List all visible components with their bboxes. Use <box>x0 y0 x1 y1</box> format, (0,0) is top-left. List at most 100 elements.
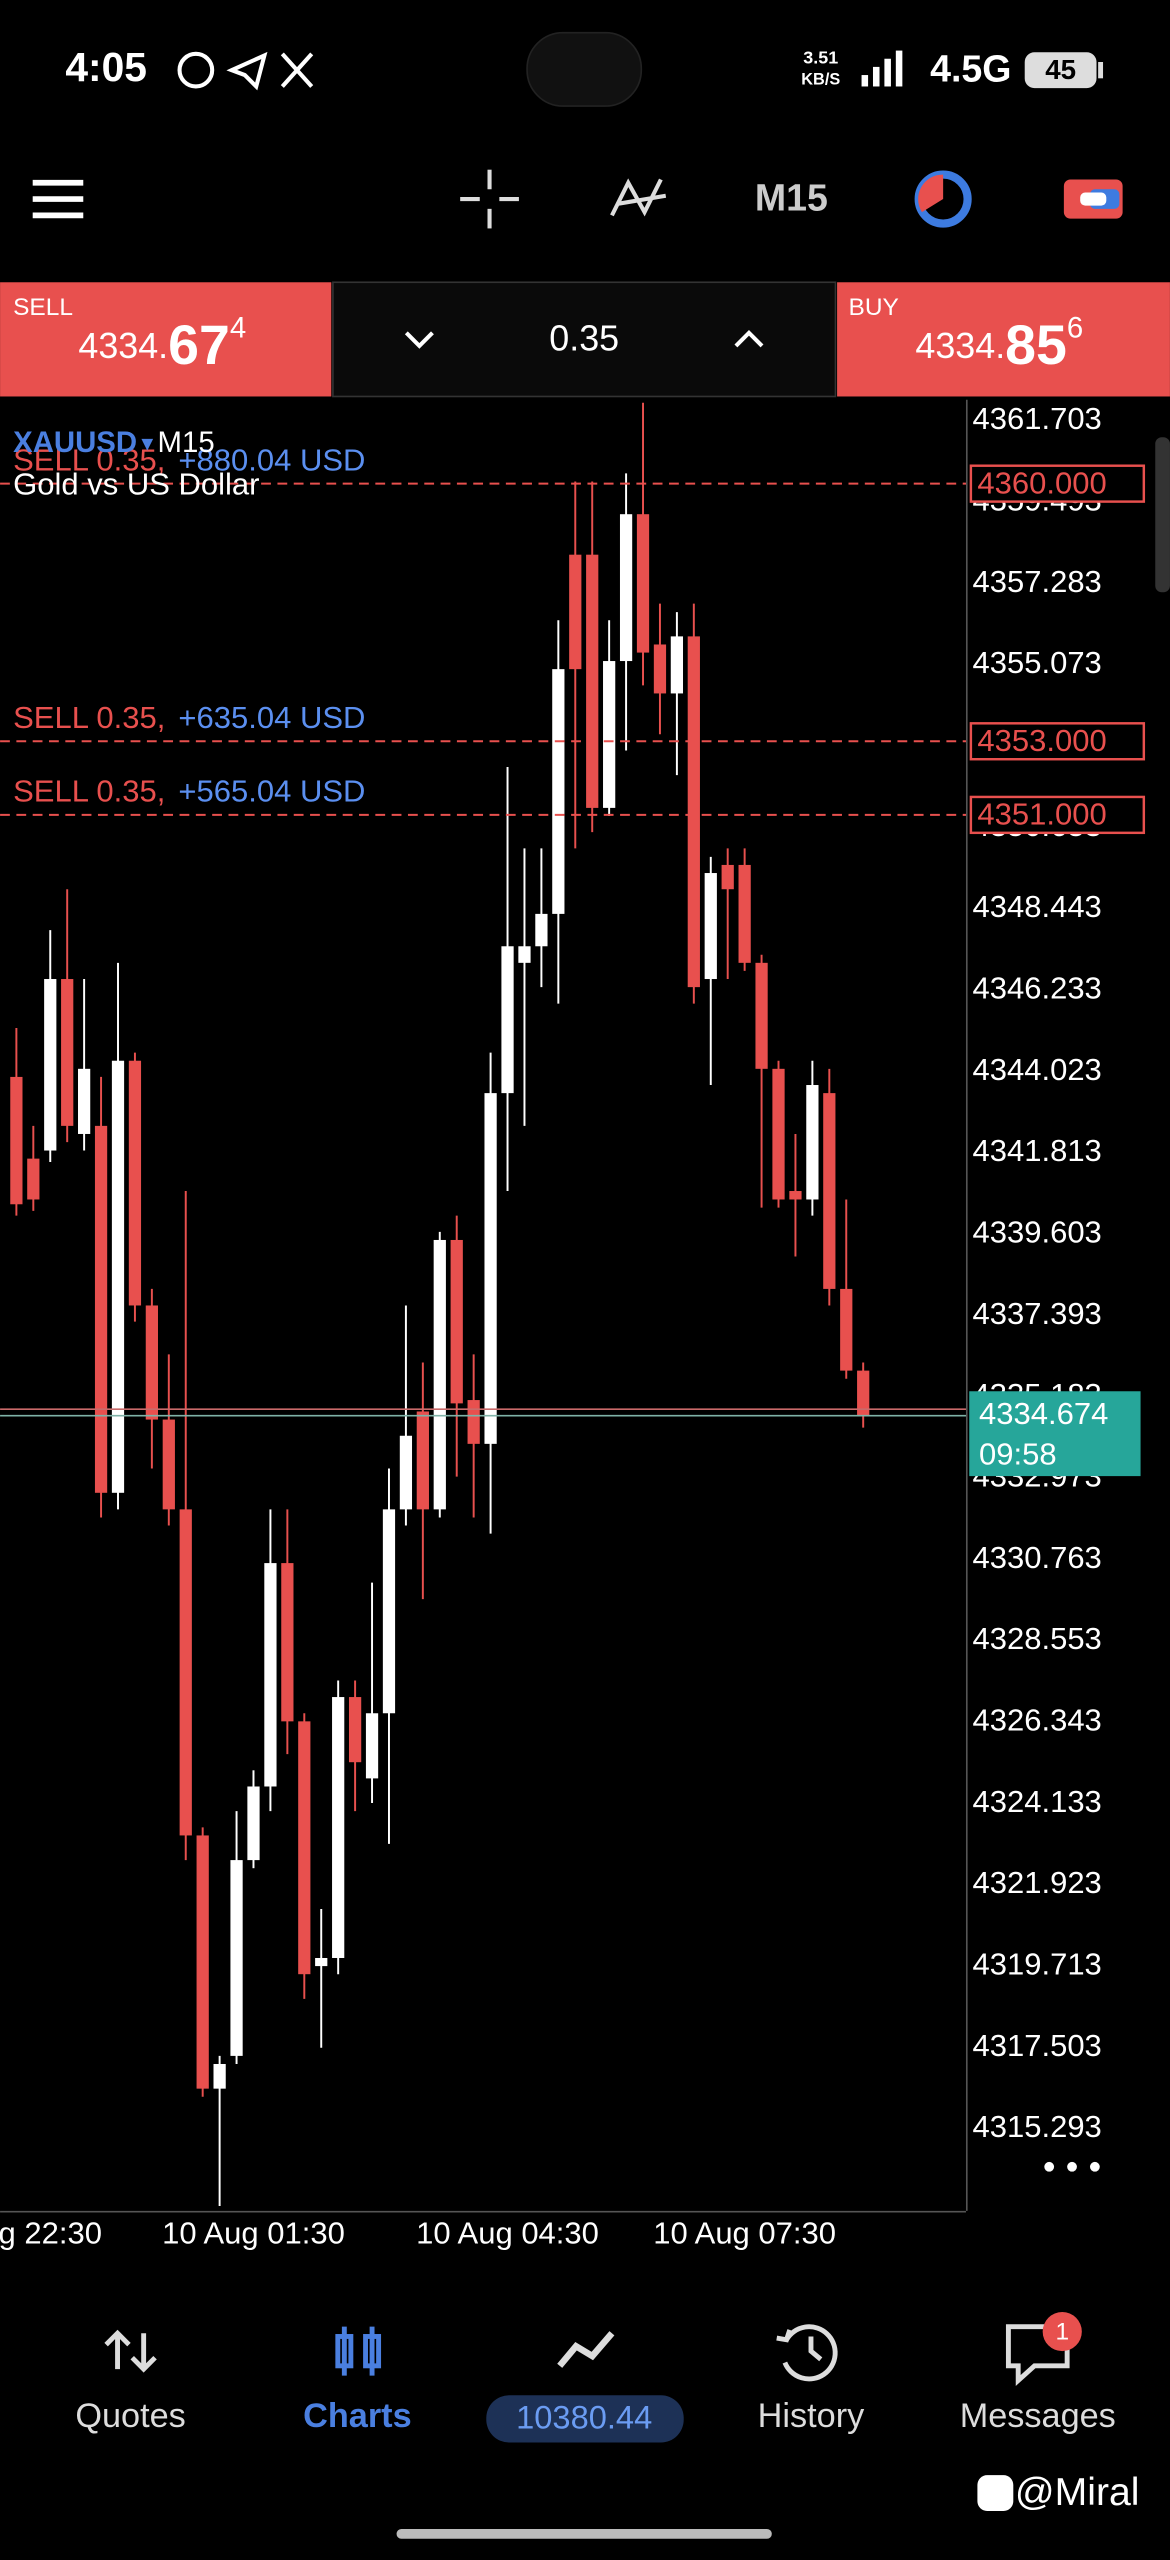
order-price-box <box>969 795 1146 835</box>
more-button[interactable] <box>1044 2161 1100 2172</box>
candle-body <box>264 1563 277 1787</box>
signal-icon <box>861 50 903 87</box>
camera-cutout <box>526 31 643 107</box>
bid-price: 4334.674 <box>979 1396 1108 1431</box>
side-handle[interactable] <box>1155 437 1170 593</box>
y-tick-label: 4321.923 <box>973 1865 1102 1900</box>
network-type: 4.5G <box>930 48 1011 90</box>
candle-body <box>247 1786 260 1861</box>
y-tick-label: 4339.603 <box>973 1215 1102 1250</box>
order-profit: +635.04 USD <box>178 700 365 735</box>
indicators-button[interactable] <box>610 178 667 217</box>
nav-messages[interactable]: Messages <box>960 2397 1116 2435</box>
order-side: SELL 0.35, <box>13 700 165 735</box>
order-label: SELL 0.35, +635.04 USD <box>13 700 365 735</box>
net-speed: 3.51 <box>803 47 838 67</box>
y-tick-label: 4341.813 <box>973 1133 1102 1168</box>
candle-body <box>501 946 514 1094</box>
candle-body <box>789 1191 802 1200</box>
candle-body <box>450 1239 463 1404</box>
buy-button[interactable] <box>837 282 1170 397</box>
candle-body <box>315 1957 328 1967</box>
y-tick-label: 4346.233 <box>973 971 1102 1006</box>
nav-quotes[interactable]: Quotes <box>75 2397 185 2435</box>
home-indicator <box>396 2528 772 2539</box>
battery <box>1024 52 1097 89</box>
y-tick-label: 4324.133 <box>973 1784 1102 1819</box>
candle-body <box>670 636 684 694</box>
badge-count: 1 <box>1055 2319 1069 2346</box>
y-tick-label: 4344.023 <box>973 1052 1102 1087</box>
candle-body <box>365 1713 379 1779</box>
nav-balance: 10380.44 <box>516 2398 652 2435</box>
timeframe-button[interactable]: M15 <box>755 177 828 219</box>
candle-body <box>823 1093 836 1289</box>
volume-down[interactable] <box>404 331 434 349</box>
candle-body <box>382 1509 396 1714</box>
candle-body <box>433 1239 446 1510</box>
y-tick-label: 4355.073 <box>973 645 1102 680</box>
candle-body <box>738 864 751 963</box>
volume[interactable]: 0.35 <box>549 318 619 358</box>
app-icons <box>177 51 314 91</box>
candle-body <box>569 554 582 670</box>
y-tick-label: 4328.553 <box>973 1621 1102 1656</box>
menu-button[interactable] <box>32 179 84 219</box>
y-tick-label: 4319.713 <box>973 1947 1102 1982</box>
order-profit: +880.04 USD <box>178 443 365 478</box>
y-tick-label: 4357.283 <box>973 564 1102 599</box>
volume-up[interactable] <box>734 329 764 348</box>
nav-history[interactable]: History <box>758 2397 865 2435</box>
candle-body <box>857 1370 870 1416</box>
candle-body <box>653 644 667 694</box>
candle-body <box>145 1305 158 1420</box>
y-tick-label: 4330.763 <box>973 1540 1102 1575</box>
candle-body <box>61 979 74 1126</box>
candle-body <box>772 1068 785 1200</box>
buy-label: BUY <box>849 294 899 321</box>
buy-price: 4334.856 <box>915 311 1083 375</box>
candle-body <box>755 962 768 1069</box>
volume-panel <box>332 281 837 398</box>
candle-body <box>281 1563 294 1722</box>
trade-button[interactable] <box>1063 179 1123 219</box>
candle-body <box>213 2063 226 2089</box>
candle-body <box>518 946 531 963</box>
candle-body <box>467 1400 480 1444</box>
x-tick-label: 10 Aug 07:30 <box>653 2215 836 2250</box>
candle-body <box>230 1860 243 2056</box>
x-tick-label: g 22:30 <box>0 2215 102 2250</box>
chart-style-button[interactable] <box>914 170 972 228</box>
candle-body <box>78 1068 91 1134</box>
symbol-description: Gold vs US Dollar <box>13 466 259 501</box>
y-tick-label: 4317.503 <box>973 2028 1102 2063</box>
order-price-box <box>969 464 1146 503</box>
candle-body <box>704 873 717 980</box>
candle-body <box>416 1411 429 1510</box>
sell-button[interactable] <box>0 282 332 397</box>
candle-body <box>94 1125 108 1493</box>
symbol-info: XAUUSD ▾ M15 <box>13 426 215 459</box>
candle-body <box>179 1509 192 1836</box>
watermark: @Miral <box>1015 2471 1140 2514</box>
bid-box <box>969 1391 1141 1477</box>
crosshair-button[interactable] <box>460 169 519 229</box>
y-tick-label: 4348.443 <box>973 889 1102 924</box>
candle-body <box>44 979 57 1151</box>
x-tick-label: 10 Aug 04:30 <box>416 2215 599 2250</box>
order-price: 4360.000 <box>977 465 1106 500</box>
y-tick-label: 4361.703 <box>973 401 1102 436</box>
candle-body <box>721 864 734 890</box>
facebook-icon <box>977 2475 1014 2512</box>
candle-body <box>535 913 548 947</box>
quotes-icon <box>104 2329 157 2373</box>
candle-body <box>162 1419 175 1510</box>
balance-pill[interactable] <box>486 2395 684 2443</box>
messages-badge <box>1042 2311 1082 2352</box>
battery-tip <box>1098 62 1104 79</box>
candle-body <box>484 1093 497 1444</box>
order-profit: +565.04 USD <box>178 774 365 809</box>
battery-level: 45 <box>1045 54 1076 85</box>
nav-charts[interactable]: Charts <box>303 2397 411 2435</box>
